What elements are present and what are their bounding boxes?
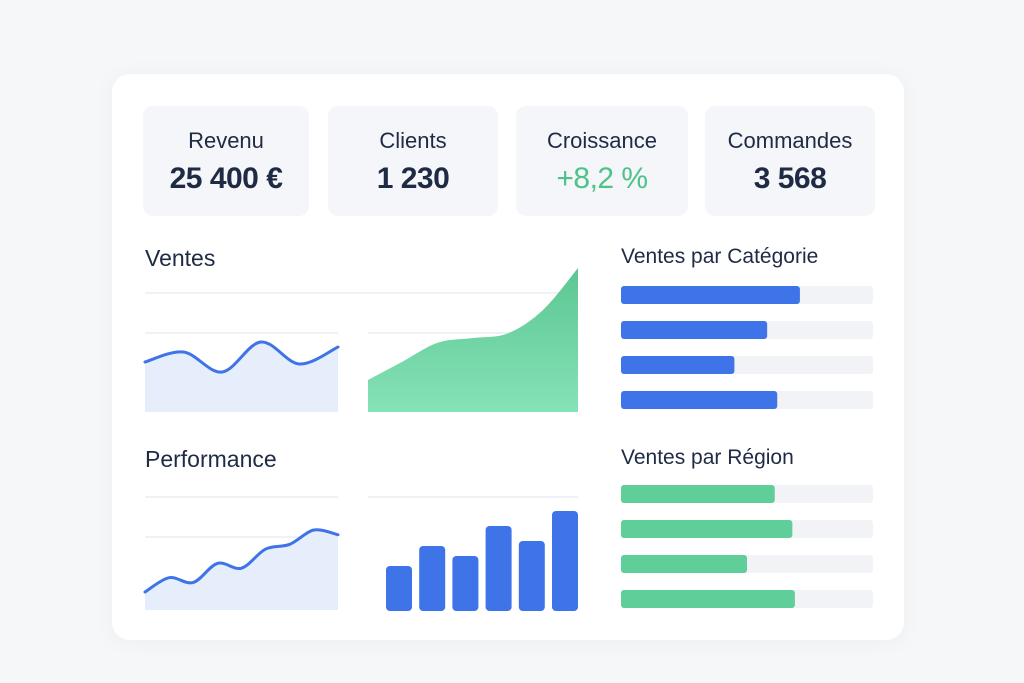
series-area-fill: [145, 529, 338, 610]
performance-line-chart[interactable]: [143, 528, 340, 610]
kpi-value: 3 568: [753, 162, 827, 195]
bar: [518, 541, 545, 611]
bar: [552, 511, 578, 611]
bar: [621, 356, 735, 374]
kpi-label: Clients: [379, 128, 447, 153]
gridlines: [145, 292, 578, 538]
section-title-region: Ventes par Région: [621, 446, 794, 469]
series-line: [143, 340, 340, 374]
categorie-bar-chart[interactable]: [621, 286, 873, 409]
series-area-fill: [145, 341, 338, 412]
bar: [621, 555, 747, 573]
bar: [485, 526, 512, 611]
kpi-label: Commandes: [727, 128, 853, 153]
region-bar-chart[interactable]: [621, 485, 873, 608]
kpi-value: 25 400 €: [169, 162, 283, 195]
section-title-ventes: Ventes: [145, 245, 216, 271]
kpi-croissance[interactable]: Croissance +8,2 %: [516, 106, 688, 216]
bar: [621, 286, 800, 304]
kpi-commandes[interactable]: Commandes 3 568: [705, 106, 875, 216]
series-area: [368, 268, 578, 412]
bar: [621, 321, 768, 339]
bar: [452, 556, 479, 611]
performance-bar-chart[interactable]: [386, 511, 578, 611]
kpi-label: Revenu: [188, 128, 264, 153]
bar: [621, 391, 778, 409]
kpi-revenu[interactable]: Revenu 25 400 €: [143, 106, 309, 216]
section-title-performance: Performance: [145, 446, 277, 472]
kpi-value: 1 230: [376, 162, 450, 195]
ventes-line-chart[interactable]: [143, 340, 340, 412]
kpi-clients[interactable]: Clients 1 230: [328, 106, 498, 216]
kpi-value: +8,2 %: [556, 162, 648, 195]
bar: [621, 520, 793, 538]
bar: [621, 590, 795, 608]
bar: [419, 546, 446, 611]
kpi-label: Croissance: [546, 128, 658, 153]
section-title-categorie: Ventes par Catégorie: [621, 245, 819, 268]
series-line: [143, 528, 340, 594]
bar: [386, 566, 412, 611]
bar: [621, 485, 775, 503]
ventes-area-chart[interactable]: [368, 268, 578, 412]
